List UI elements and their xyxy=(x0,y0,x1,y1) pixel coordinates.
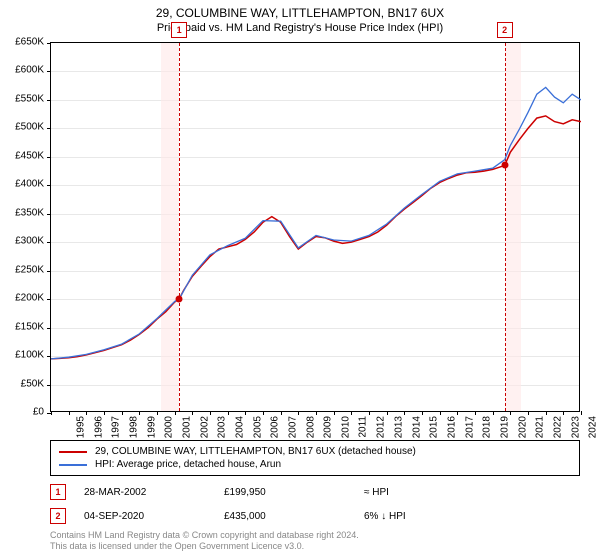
legend-label-property: 29, COLUMBINE WAY, LITTLEHAMPTON, BN17 6… xyxy=(95,446,416,457)
x-axis-label: 2020 xyxy=(517,416,528,438)
event-dot xyxy=(176,296,183,303)
x-axis-label: 2005 xyxy=(252,416,263,438)
y-axis-label: £200K xyxy=(15,293,44,304)
x-axis-label: 2018 xyxy=(482,416,493,438)
x-axis-label: 2015 xyxy=(429,416,440,438)
x-axis-label: 2023 xyxy=(570,416,581,438)
transaction-table: 1 28-MAR-2002 £199,950 ≈ HPI 2 04-SEP-20… xyxy=(50,480,580,528)
chart-title: 29, COLUMBINE WAY, LITTLEHAMPTON, BN17 6… xyxy=(0,6,600,20)
x-axis-label: 2006 xyxy=(270,416,281,438)
transaction-compare-2: 6% ↓ HPI xyxy=(364,511,464,522)
transaction-date-2: 04-SEP-2020 xyxy=(84,511,224,522)
x-axis-label: 1995 xyxy=(75,416,86,438)
plot-area xyxy=(50,42,580,412)
y-axis-label: £300K xyxy=(15,236,44,247)
x-axis-label: 2002 xyxy=(199,416,210,438)
x-axis-label: 2016 xyxy=(446,416,457,438)
legend-swatch-hpi xyxy=(59,464,87,466)
transaction-price-2: £435,000 xyxy=(224,511,364,522)
event-marker-box: 2 xyxy=(497,22,513,38)
transaction-marker-2: 2 xyxy=(50,508,66,524)
x-axis-label: 2004 xyxy=(234,416,245,438)
x-axis-label: 2024 xyxy=(588,416,599,438)
transaction-date-1: 28-MAR-2002 xyxy=(84,487,224,498)
x-axis-label: 2012 xyxy=(376,416,387,438)
x-axis-label: 2010 xyxy=(340,416,351,438)
transaction-marker-1: 1 xyxy=(50,484,66,500)
x-axis-label: 2009 xyxy=(323,416,334,438)
event-dot xyxy=(501,162,508,169)
footnote: Contains HM Land Registry data © Crown c… xyxy=(50,530,580,552)
x-axis-label: 1998 xyxy=(128,416,139,438)
y-axis-label: £400K xyxy=(15,179,44,190)
y-axis-label: £150K xyxy=(15,321,44,332)
x-axis-label: 2017 xyxy=(464,416,475,438)
x-axis-label: 1996 xyxy=(93,416,104,438)
y-axis-label: £350K xyxy=(15,207,44,218)
x-axis-label: 2011 xyxy=(357,416,368,438)
x-axis-label: 2019 xyxy=(499,416,510,438)
series-property xyxy=(51,116,581,359)
x-axis-label: 2007 xyxy=(287,416,298,438)
x-axis-label: 2001 xyxy=(181,416,192,438)
legend: 29, COLUMBINE WAY, LITTLEHAMPTON, BN17 6… xyxy=(50,440,580,476)
legend-label-hpi: HPI: Average price, detached house, Arun xyxy=(95,459,281,470)
x-axis-label: 2003 xyxy=(217,416,228,438)
chart-area: £0£50K£100K£150K£200K£250K£300K£350K£400… xyxy=(50,42,580,412)
y-axis-label: £550K xyxy=(15,93,44,104)
x-axis-label: 2013 xyxy=(393,416,404,438)
y-axis-label: £0 xyxy=(33,407,44,418)
x-axis-label: 2022 xyxy=(552,416,563,438)
x-axis-label: 2008 xyxy=(305,416,316,438)
y-axis-label: £450K xyxy=(15,150,44,161)
y-axis-label: £250K xyxy=(15,264,44,275)
y-axis-label: £100K xyxy=(15,350,44,361)
transaction-price-1: £199,950 xyxy=(224,487,364,498)
x-axis-label: 2000 xyxy=(164,416,175,438)
y-axis-label: £500K xyxy=(15,122,44,133)
y-axis-label: £50K xyxy=(21,378,44,389)
y-axis-label: £650K xyxy=(15,37,44,48)
series-hpi xyxy=(51,87,581,359)
y-axis-label: £600K xyxy=(15,65,44,76)
x-axis-label: 1999 xyxy=(146,416,157,438)
transaction-compare-1: ≈ HPI xyxy=(364,487,464,498)
event-marker-box: 1 xyxy=(171,22,187,38)
x-axis-label: 2014 xyxy=(411,416,422,438)
legend-swatch-property xyxy=(59,451,87,453)
x-axis-label: 2021 xyxy=(535,416,546,438)
x-axis-label: 1997 xyxy=(111,416,122,438)
